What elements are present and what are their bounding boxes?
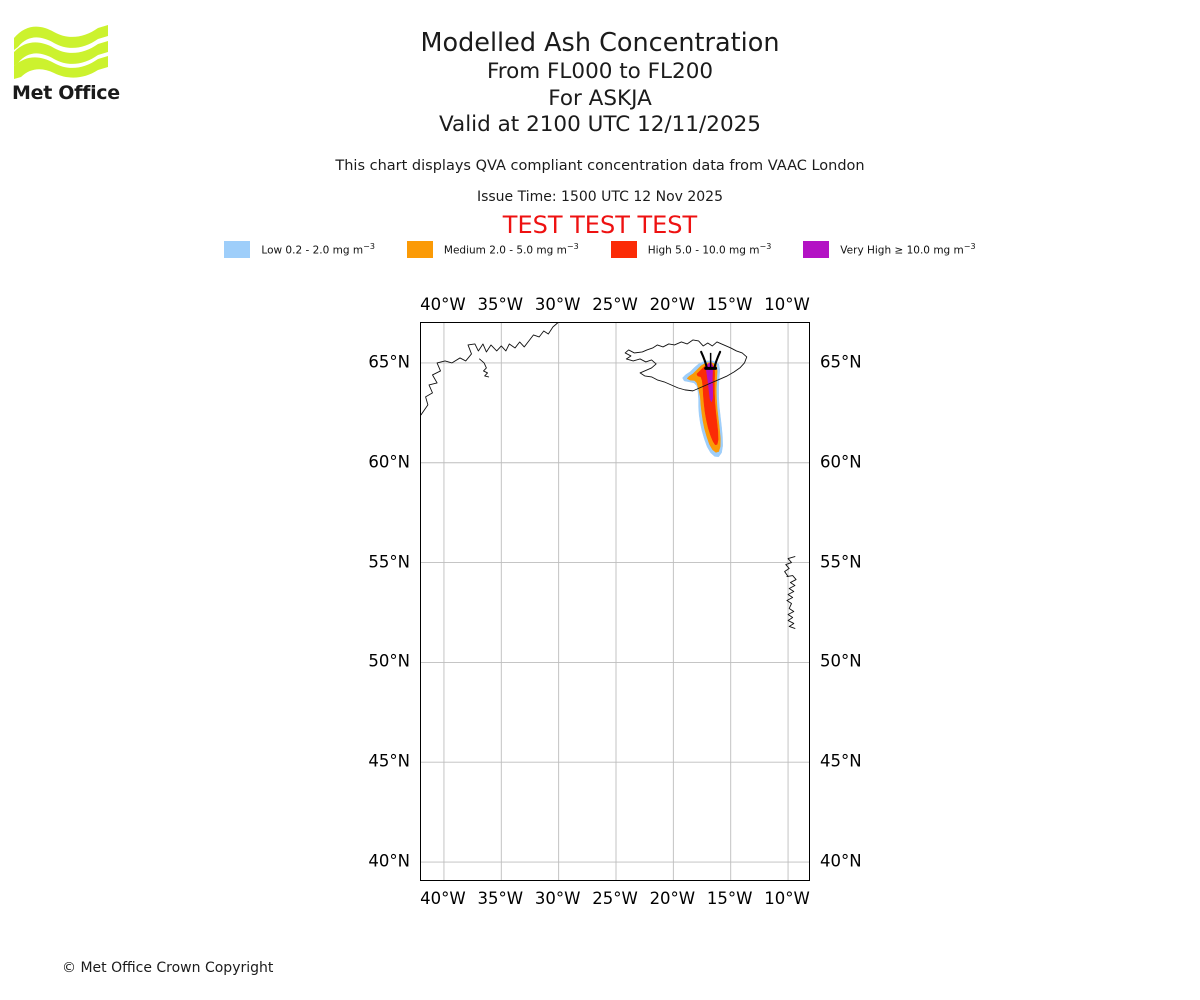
legend-label-low: Low 0.2 - 2.0 mg m−3 (261, 242, 375, 257)
lat-tick-left-50°N: 50°N (368, 651, 410, 671)
lat-tick-left-55°N: 55°N (368, 552, 410, 572)
lat-tick-right-55°N: 55°N (820, 552, 862, 572)
legend-item-very-high: Very High ≥ 10.0 mg m−3 (803, 241, 976, 258)
volcano-name-line: For ASKJA (548, 85, 652, 111)
coastlines (421, 323, 797, 629)
legend-swatch-very-high (803, 241, 830, 258)
legend-label-high: High 5.0 - 10.0 mg m−3 (647, 242, 772, 257)
lon-tick-top-35°W: 35°W (477, 295, 524, 314)
coastline-ireland (786, 575, 797, 629)
plume-contour-high (696, 363, 719, 446)
met-office-wave-icon (14, 25, 108, 79)
lat-tick-left-40°N: 40°N (368, 851, 410, 871)
logo-wave-3 (14, 56, 108, 79)
lon-tick-bottom-35°W: 35°W (477, 889, 524, 908)
map-gridlines (421, 323, 809, 880)
lon-tick-top-15°W: 15°W (706, 295, 753, 314)
lat-tick-left-65°N: 65°N (368, 352, 410, 372)
ash-plume-contours (682, 360, 723, 458)
lon-tick-bottom-30°W: 30°W (534, 889, 581, 908)
met-office-logo: Met Office (12, 22, 132, 104)
issue-time: Issue Time: 1500 UTC 12 Nov 2025 (476, 189, 724, 205)
map-canvas (421, 323, 809, 880)
coastline-ireland_north (784, 556, 796, 578)
lon-tick-bottom-40°W: 40°W (420, 889, 466, 908)
lon-tick-bottom-20°W: 20°W (649, 889, 696, 908)
legend-item-medium: Medium 2.0 - 5.0 mg m−3 (406, 241, 579, 258)
legend-swatch-medium (406, 241, 433, 258)
valid-time: Valid at 2100 UTC 12/11/2025 (438, 112, 761, 137)
logo-wave-2 (14, 41, 108, 66)
lon-tick-top-10°W: 10°W (764, 295, 810, 314)
met-office-logo-text: Met Office (12, 82, 120, 104)
legend-item-high: High 5.0 - 10.0 mg m−3 (610, 241, 772, 258)
concentration-legend: Low 0.2 - 2.0 mg m−3 Medium 2.0 - 5.0 mg … (0, 241, 1200, 258)
copyright-notice: © Met Office Crown Copyright (62, 960, 274, 976)
legend-item-low: Low 0.2 - 2.0 mg m−3 (224, 241, 375, 258)
flight-level-range: From FL000 to FL200 (486, 59, 714, 84)
lat-tick-left-45°N: 45°N (368, 751, 410, 771)
chart-info-block: This chart displays QVA compliant concen… (0, 156, 1200, 240)
map-plot-frame (420, 322, 810, 881)
test-banner: TEST TEST TEST (502, 211, 698, 239)
lat-tick-right-40°N: 40°N (820, 851, 862, 871)
legend-swatch-high (610, 241, 637, 258)
legend-swatch-low (224, 241, 251, 258)
lon-tick-bottom-10°W: 10°W (764, 889, 810, 908)
coastline-greenland_tip (479, 358, 490, 378)
legend-label-medium: Medium 2.0 - 5.0 mg m−3 (443, 242, 579, 257)
qva-note: This chart displays QVA compliant concen… (335, 158, 865, 174)
lat-tick-right-45°N: 45°N (820, 751, 862, 771)
legend-label-very-high: Very High ≥ 10.0 mg m−3 (840, 242, 976, 257)
page-title: Modelled Ash Concentration (420, 28, 780, 58)
chart-title-block: Modelled Ash Concentration From FL000 to… (0, 28, 1200, 139)
lon-tick-bottom-25°W: 25°W (592, 889, 638, 908)
logo-wave-1 (14, 25, 108, 50)
lon-tick-top-40°W: 40°W (420, 295, 466, 314)
lat-tick-left-60°N: 60°N (368, 452, 410, 472)
coastline-iceland (624, 339, 748, 392)
lat-tick-right-50°N: 50°N (820, 651, 862, 671)
lon-tick-top-25°W: 25°W (592, 295, 638, 314)
lon-tick-top-30°W: 30°W (534, 295, 581, 314)
lon-tick-top-20°W: 20°W (649, 295, 696, 314)
ash-concentration-map: 40°W 40°W 35°W 35°W 30°W 30°W 25°W 25°W 20°W 20°W… (368, 295, 861, 908)
lat-tick-right-65°N: 65°N (820, 352, 862, 372)
lat-tick-right-60°N: 60°N (820, 452, 862, 472)
lon-tick-bottom-15°W: 15°W (706, 889, 753, 908)
coastline-greenland (421, 323, 558, 416)
volcano-marker (700, 350, 722, 370)
